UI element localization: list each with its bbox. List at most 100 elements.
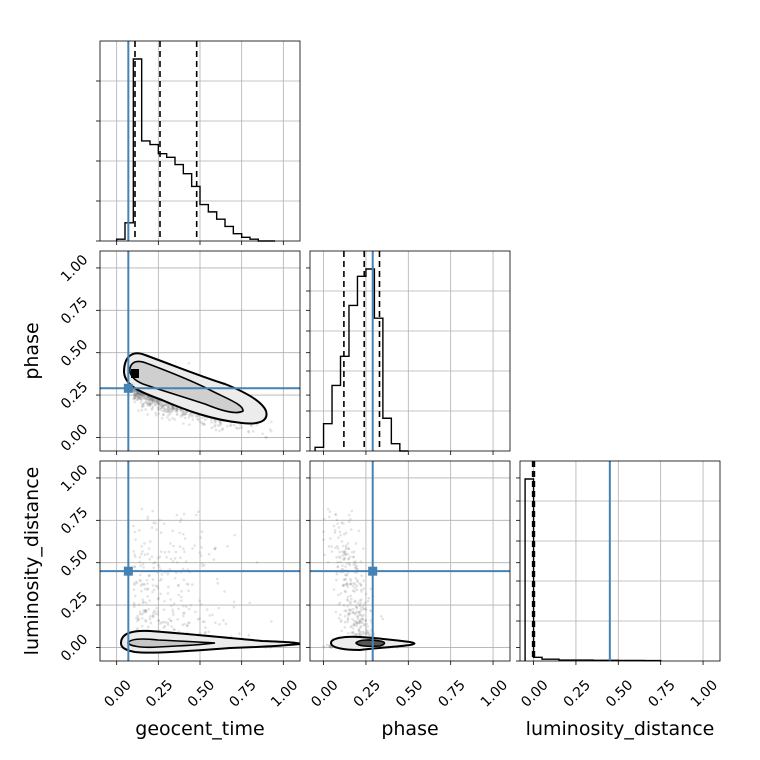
sample-point [171, 405, 175, 408]
sample-point [147, 625, 150, 629]
sample-point [146, 395, 149, 399]
sample-point [326, 560, 330, 564]
sample-point [355, 605, 359, 609]
sample-point [149, 398, 152, 402]
sample-point [167, 585, 170, 589]
sample-point [152, 397, 156, 401]
sample-point [141, 402, 144, 406]
sample-point [133, 396, 136, 400]
sample-point [148, 403, 152, 406]
sample-point [133, 400, 136, 404]
sample-point [136, 394, 140, 398]
sample-point [135, 391, 139, 395]
sample-point [213, 547, 216, 551]
sample-point [347, 520, 351, 524]
sample-point [144, 620, 148, 623]
sample-point [175, 409, 178, 413]
sample-point [247, 633, 251, 637]
sample-point [144, 397, 148, 401]
sample-point [217, 606, 220, 610]
sample-point [169, 619, 173, 623]
sample-point [175, 412, 179, 415]
sample-point [167, 410, 171, 414]
sample-point [214, 419, 218, 423]
sample-point [347, 558, 350, 561]
sample-point [133, 389, 137, 393]
sample-point [154, 584, 158, 587]
sample-point [352, 550, 356, 554]
sample-point [148, 397, 152, 400]
sample-point [342, 532, 346, 536]
sample-point [238, 632, 241, 635]
sample-point [176, 413, 179, 417]
sample-point [146, 403, 149, 407]
sample-point [323, 553, 326, 557]
sample-point [361, 632, 365, 636]
sample-point [152, 398, 155, 402]
sample-point [156, 406, 160, 410]
sample-point [151, 397, 155, 401]
sample-point [196, 617, 200, 621]
sample-point [247, 429, 250, 433]
sample-point [152, 588, 156, 592]
sample-point [156, 563, 160, 567]
sample-point [134, 391, 137, 395]
sample-point [146, 518, 149, 521]
sample-point [369, 587, 373, 591]
sample-point [351, 555, 355, 559]
sample-point [185, 624, 189, 628]
sample-point [367, 633, 371, 637]
sample-point [336, 565, 340, 568]
sample-point [140, 392, 143, 396]
sample-point [156, 610, 159, 614]
sample-point [142, 600, 146, 604]
sample-point [142, 396, 146, 400]
sample-point [148, 403, 151, 406]
sample-point [354, 633, 358, 636]
sample-point [162, 407, 166, 411]
sample-point [166, 592, 170, 595]
sample-point [344, 583, 347, 586]
sample-point [334, 513, 338, 517]
sample-point [139, 579, 143, 583]
sample-point [345, 573, 349, 576]
sample-point [146, 398, 149, 401]
sample-point [144, 609, 148, 613]
sample-point [171, 560, 175, 563]
sample-point [176, 560, 179, 564]
sample-point [183, 412, 187, 416]
sample-point [170, 604, 173, 607]
sample-point [161, 404, 164, 408]
sample-point [352, 555, 356, 559]
sample-point [232, 600, 236, 604]
sample-point [147, 574, 151, 578]
sample-point [135, 392, 139, 396]
sample-point [141, 393, 145, 396]
sample-point [209, 418, 213, 422]
sample-point [152, 611, 155, 614]
sample-point [182, 412, 185, 416]
sample-point [346, 631, 350, 635]
sample-point [141, 617, 144, 620]
sample-point [270, 620, 273, 623]
sample-point [353, 633, 356, 637]
sample-point [139, 564, 143, 568]
sample-point [355, 588, 359, 592]
sample-point [335, 544, 339, 548]
sample-point [146, 413, 149, 416]
sample-point [172, 407, 175, 410]
sample-point [180, 413, 183, 417]
sample-point [162, 620, 165, 624]
sample-point [180, 590, 183, 593]
sample-point [359, 625, 363, 628]
sample-point [132, 605, 136, 609]
sample-point [172, 602, 176, 606]
sample-point [147, 398, 151, 402]
sample-point [358, 581, 361, 585]
sample-point [179, 595, 183, 599]
sample-point [343, 550, 346, 553]
sample-point [344, 577, 348, 581]
sample-point [354, 605, 358, 608]
sample-point [354, 620, 357, 623]
sample-point [186, 568, 190, 571]
